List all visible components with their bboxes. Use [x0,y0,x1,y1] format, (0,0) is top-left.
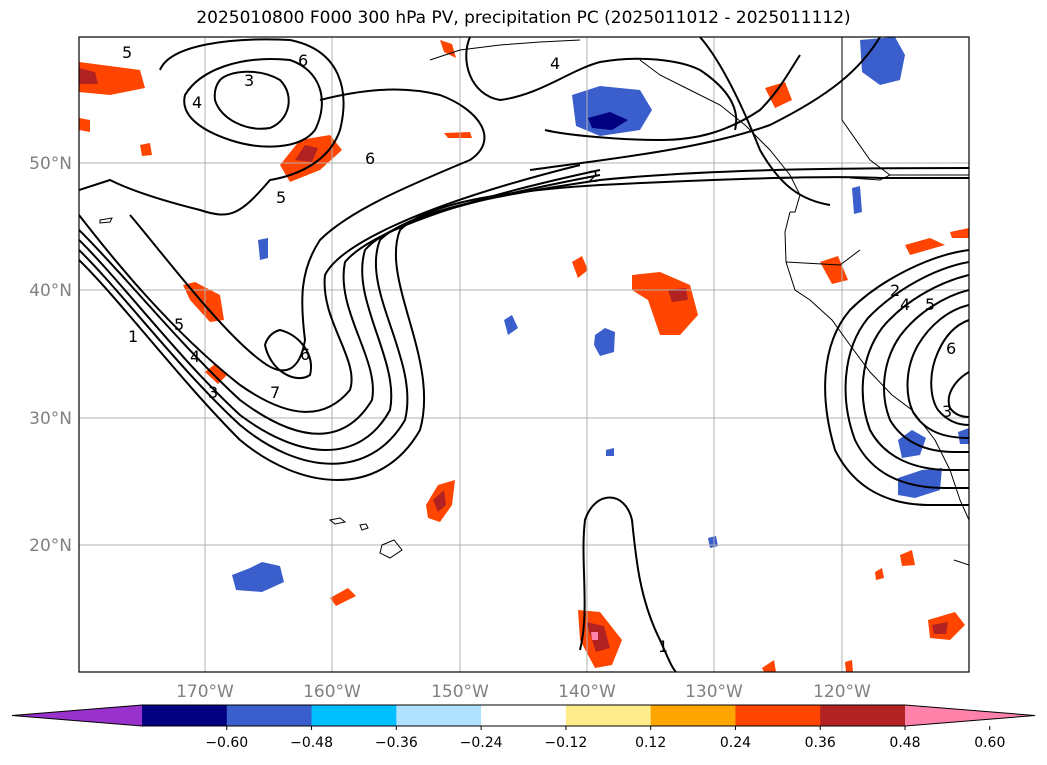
lon-label: 120°W [813,682,871,702]
coastlines [99,37,969,566]
contour-label: 3 [244,71,254,90]
precip-blob [820,256,848,284]
contour-label: 4 [900,295,910,314]
lon-label: 160°W [303,682,361,702]
contour-label: 3 [942,402,952,421]
precip-blob [852,186,862,214]
precip-blob [900,550,915,566]
lat-label: 50°N [29,154,72,174]
contour-label: 5 [122,43,132,62]
colorbar-bin [735,705,821,726]
colorbar-extend-min [12,705,142,726]
contour-label: 5 [174,315,184,334]
map-frame-bg [79,37,969,672]
contour-label: 1 [658,637,668,656]
colorbar-tick-label: 0.48 [889,735,920,751]
colorbar-tick-label: −0.12 [544,735,587,751]
contour-label: 1 [128,327,138,346]
colorbar-tick-label: 0.12 [635,735,666,751]
contour-label: 4 [192,93,202,112]
colorbar-tick-label: 0.36 [805,735,836,751]
colorbar-bin [650,705,736,726]
contour-label: 2 [890,281,900,300]
colorbar-tick-label: −0.24 [460,735,503,751]
lon-label: 150°W [431,682,489,702]
pv-contour-labels: 1 2 3 4 5 6 7 4 3 6 5 5 4 6 2 4 5 6 3 1 [122,43,956,656]
colorbar-extend-max [905,705,1035,726]
precip-blob [905,238,945,255]
longitude-labels: 170°W 160°W 150°W 140°W 130°W 120°W [176,682,871,702]
contour-label: 6 [300,345,310,364]
precip-blob [588,112,628,130]
contour-label: 4 [190,347,200,366]
lon-label: 170°W [176,682,234,702]
contour-label: 6 [365,149,375,168]
precip-blob [845,660,853,672]
colorbar-bin [396,705,482,726]
precip-blob [79,118,90,132]
precip-blob [205,364,228,384]
precip-blob [668,288,688,302]
precip-blob [594,328,615,356]
latitude-labels: 50°N 40°N 30°N 20°N [29,154,72,556]
colorbar-bin [565,705,652,726]
precip-blob [765,82,792,108]
colorbar-tick-label: 0.24 [720,735,751,751]
precip-blob [504,315,518,335]
precip-blob [140,143,152,156]
colorbar-outline [11,704,1036,727]
contour-label: 3 [208,383,218,402]
colorbar-tick-label: 0.60 [974,735,1005,751]
lon-label: 140°W [558,682,616,702]
precip-blob [295,145,318,162]
precip-blob [950,228,969,238]
colorbar-bin [226,705,313,726]
precip-blob [79,62,145,95]
precip-blob [932,622,948,634]
precip-blob [762,660,776,672]
precip-blob [958,428,969,444]
precip-blob [440,40,456,58]
map-title: 2025010800 F000 300 hPa PV, precipitatio… [196,8,851,28]
colorbar-tick-label: −0.48 [290,735,333,751]
precip-blob [591,632,598,640]
colorbar-bin [142,705,228,726]
contour-label: 4 [550,54,560,73]
lat-label: 30°N [29,409,72,429]
lon-label: 130°W [685,682,743,702]
colorbar: −0.60 −0.48 −0.36 −0.24 −0.12 0.12 0.24 0.36 0.4… [11,704,1036,751]
colorbar-bin [311,705,397,726]
precip-blob [898,468,942,498]
contour-label: 2 [588,167,598,186]
precip-blob [433,490,446,512]
precip-blob [232,562,284,592]
precip-blob [444,132,472,138]
precip-blob [79,68,98,84]
contour-label: 5 [276,188,286,207]
lat-label: 20°N [29,536,72,556]
colorbar-tick-label: −0.36 [375,735,418,751]
precip-blob [572,256,588,278]
contour-label: 7 [270,383,280,402]
map-frame [78,36,970,673]
contour-label: 5 [925,295,935,314]
lat-label: 40°N [29,281,72,301]
precip-blob [606,448,614,456]
colorbar-tick-label: −0.60 [205,735,248,751]
contour-label: 6 [298,51,308,70]
contour-label: 6 [946,339,956,358]
colorbar-bin [820,705,906,726]
precip-blob [330,588,356,606]
precip-blob [875,568,884,580]
colorbar-bin [481,705,567,726]
precip-blob [632,272,698,335]
pv-contours [79,37,969,672]
precip-blob [258,238,268,260]
